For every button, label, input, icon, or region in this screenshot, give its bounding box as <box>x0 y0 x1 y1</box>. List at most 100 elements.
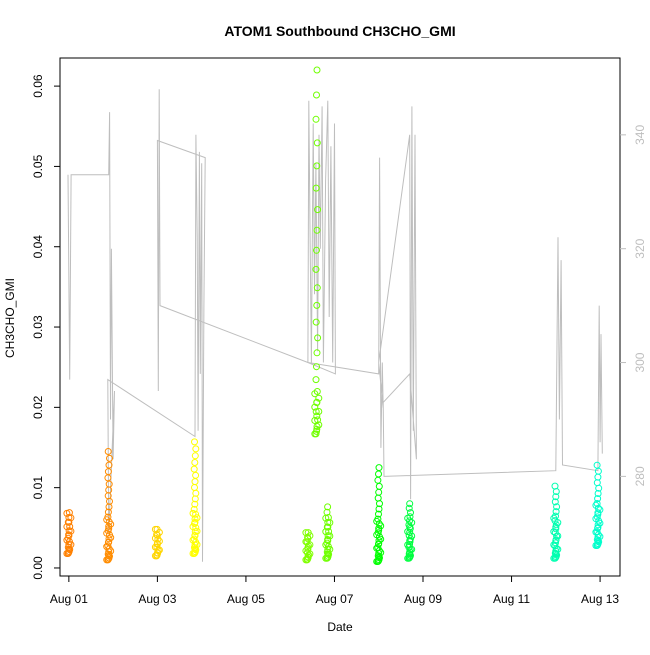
data-point <box>311 430 319 438</box>
data-point <box>67 527 75 535</box>
data-point <box>408 519 416 527</box>
data-point <box>375 553 383 561</box>
data-point <box>189 509 197 517</box>
data-point <box>375 488 383 496</box>
data-point <box>67 514 75 522</box>
data-point <box>63 550 71 557</box>
data-point <box>313 301 321 309</box>
y-tick-label-6: 0.06 <box>31 74 45 98</box>
data-point <box>594 537 602 545</box>
data-point <box>311 403 319 411</box>
data-point <box>550 528 558 536</box>
data-point <box>377 522 385 530</box>
data-point <box>408 545 416 553</box>
data-point <box>404 541 412 549</box>
data-point <box>104 468 112 476</box>
secondary-series-line <box>67 89 603 562</box>
data-point <box>375 470 382 478</box>
data-point <box>313 246 320 254</box>
data-point <box>592 501 600 509</box>
data-point <box>315 408 323 415</box>
point-cluster-8 <box>404 500 416 562</box>
data-point <box>66 523 74 531</box>
data-point <box>193 514 201 522</box>
data-point <box>375 464 383 472</box>
data-point <box>313 162 321 170</box>
data-point <box>405 504 413 512</box>
data-point <box>107 534 115 542</box>
data-point <box>377 549 385 557</box>
data-point <box>594 490 602 497</box>
data-point <box>552 523 560 531</box>
data-point <box>312 115 320 123</box>
data-point <box>313 91 320 99</box>
x-tick-label-6: Aug 13 <box>581 592 619 606</box>
data-point <box>313 425 321 433</box>
data-point <box>593 479 601 487</box>
data-point <box>374 476 382 484</box>
data-point <box>191 438 198 446</box>
data-point <box>594 495 602 503</box>
data-point <box>105 552 113 559</box>
data-point <box>103 529 111 537</box>
y-axis-label: CH3CHO_GMI <box>3 278 17 358</box>
data-point <box>377 535 385 543</box>
plot-frame <box>59 57 621 577</box>
y-tick-label-2: 0.02 <box>31 395 45 419</box>
scatter-points-layer <box>63 66 604 565</box>
data-point <box>104 542 112 550</box>
point-cluster-6 <box>311 66 323 438</box>
data-point <box>191 500 199 508</box>
data-point <box>324 550 332 558</box>
data-point <box>191 459 199 466</box>
x-tick-label-1: Aug 03 <box>138 592 176 606</box>
data-point <box>373 517 381 525</box>
data-point <box>592 542 600 549</box>
y-tick-label-4: 0.04 <box>31 235 45 259</box>
data-point <box>593 461 601 469</box>
data-point <box>594 521 602 529</box>
x-tick-label-3: Aug 07 <box>315 592 353 606</box>
data-point <box>104 508 112 516</box>
y2-tick-label-0: 280 <box>633 466 647 486</box>
data-point <box>375 540 383 548</box>
y2-axis: 280 300 320 340 <box>620 125 647 486</box>
data-point <box>593 500 601 507</box>
data-point <box>107 520 115 528</box>
data-point <box>103 556 111 564</box>
data-point <box>404 514 412 522</box>
data-point <box>406 500 414 508</box>
data-point <box>326 519 334 527</box>
data-point <box>596 506 604 514</box>
y-tick-label-0: 0.00 <box>31 556 45 580</box>
data-point <box>193 541 201 549</box>
data-point <box>554 532 562 540</box>
data-point <box>105 461 113 469</box>
data-point <box>324 503 332 511</box>
point-cluster-10 <box>592 461 604 549</box>
x-tick-label-0: Aug 01 <box>50 592 88 606</box>
data-point <box>104 448 112 455</box>
data-point <box>313 363 320 371</box>
data-point <box>302 529 310 537</box>
data-point <box>552 512 559 520</box>
y-axis: 0.00 0.01 0.02 0.03 0.04 0.05 0.06 <box>31 74 60 580</box>
data-point <box>311 390 319 398</box>
data-point <box>312 184 320 192</box>
data-point <box>404 554 412 562</box>
data-point <box>552 508 560 516</box>
data-point <box>552 550 560 558</box>
data-point <box>190 465 198 473</box>
y-tick-label-1: 0.01 <box>31 476 45 500</box>
data-point <box>405 532 413 540</box>
point-cluster-5 <box>322 503 334 562</box>
data-point <box>65 532 73 540</box>
data-point <box>326 532 334 540</box>
data-point <box>550 554 558 562</box>
point-cluster-0 <box>63 509 75 557</box>
data-point <box>312 318 320 326</box>
data-point <box>190 535 198 543</box>
data-point <box>552 537 560 544</box>
data-point <box>192 489 200 497</box>
